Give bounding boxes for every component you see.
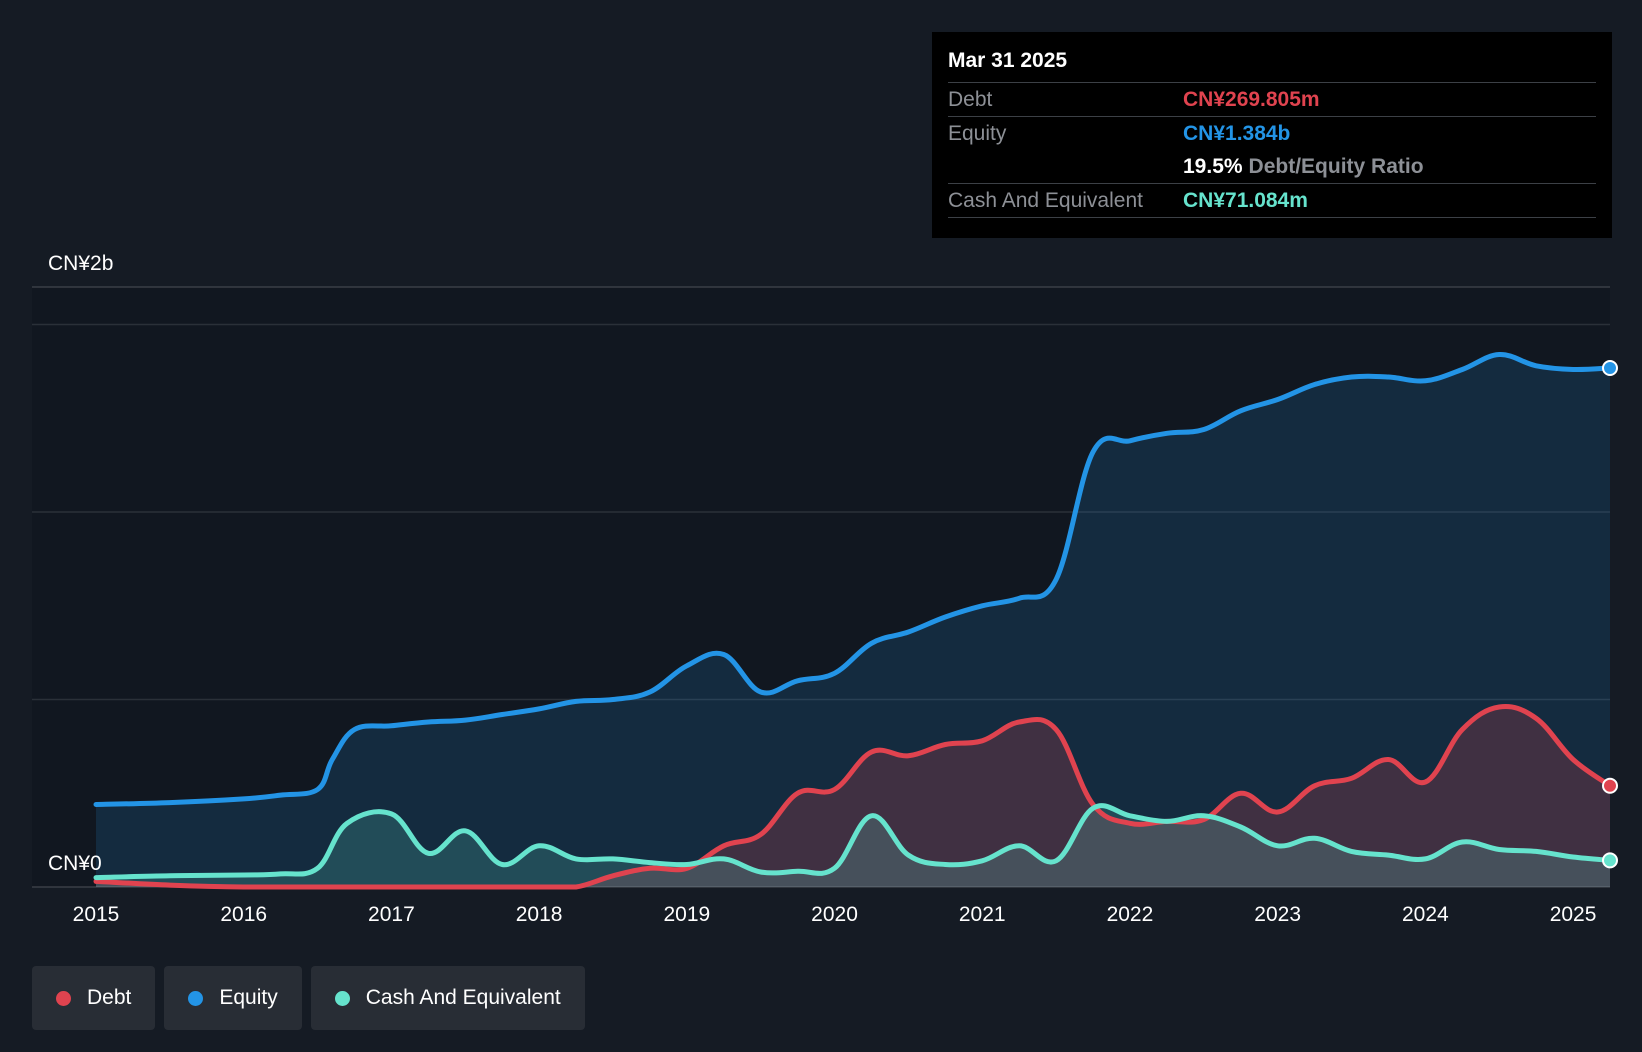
- x-tick-label: 2024: [1402, 903, 1449, 926]
- x-tick-label: 2020: [811, 903, 858, 926]
- debt-area: [96, 706, 1610, 887]
- x-tick-label: 2019: [663, 903, 710, 926]
- tooltip-debt-row: Debt CN¥269.805m: [948, 82, 1596, 116]
- x-axis-ticks: 2015 2016 2017 2018 2019 2020 2021 2022 2023 2024…: [73, 903, 1597, 926]
- tooltip-cash-row: Cash And Equivalent CN¥71.084m: [948, 183, 1596, 218]
- equity-end-marker: [1602, 360, 1618, 376]
- x-tick-label: 2021: [959, 903, 1006, 926]
- x-tick-label: 2022: [1107, 903, 1154, 926]
- equity-area: [96, 354, 1610, 887]
- x-tick-label: 2023: [1254, 903, 1301, 926]
- end-markers: [1602, 360, 1618, 869]
- legend-label-debt: Debt: [87, 986, 132, 1009]
- tooltip-date: Mar 31 2025: [948, 49, 1068, 72]
- chart-legend: Debt Equity Cash And Equivalent: [32, 966, 585, 1030]
- series-lines: [93, 351, 1613, 890]
- tooltip-equity-value: CN¥1.384b: [1183, 121, 1291, 145]
- x-tick-label: 2016: [220, 903, 267, 926]
- x-tick-label: 2017: [368, 903, 415, 926]
- legend-dot-cash: [334, 990, 350, 1006]
- y-axis-top-label: CN¥2b: [48, 252, 113, 275]
- x-tick-label: 2018: [516, 903, 563, 926]
- tooltip-ratio-value: 19.5%: [1183, 154, 1243, 178]
- tooltip-debt-value: CN¥269.805m: [1183, 87, 1320, 111]
- legend-dot-equity: [188, 990, 204, 1006]
- legend-label-equity: Equity: [219, 986, 278, 1009]
- tooltip-debt-label: Debt: [948, 87, 993, 111]
- x-tick-label: 2025: [1550, 903, 1597, 926]
- tooltip-cash-value: CN¥71.084m: [1183, 188, 1308, 212]
- legend-label-cash: Cash And Equivalent: [365, 986, 561, 1009]
- debt-end-marker: [1602, 777, 1618, 794]
- past-period-shade: [32, 287, 1610, 887]
- cash-line: [93, 803, 1613, 881]
- tooltip-cash-label: Cash And Equivalent: [948, 188, 1143, 212]
- grid-lines: [32, 286, 1610, 888]
- legend-item-cash[interactable]: Cash And Equivalent: [310, 966, 585, 1030]
- cash-area: [96, 805, 1610, 887]
- tooltip-equity-label: Equity: [948, 121, 1007, 145]
- tooltip-ratio-row: 19.5% Debt/Equity Ratio: [948, 150, 1596, 183]
- tooltip-panel: Mar 31 2025 Debt CN¥269.805m Equity CN¥1…: [932, 32, 1612, 238]
- series-areas: [96, 354, 1610, 887]
- cash-end-marker: [1602, 852, 1618, 869]
- debt-line: [93, 704, 1613, 890]
- tooltip-ratio-label: Debt/Equity Ratio: [1248, 154, 1424, 178]
- legend-dot-debt: [56, 990, 71, 1006]
- x-tick-label: 2015: [73, 903, 120, 926]
- equity-line: [93, 351, 1613, 807]
- tooltip-equity-row: Equity CN¥1.384b: [948, 116, 1596, 150]
- legend-item-debt[interactable]: Debt: [32, 966, 156, 1030]
- legend-item-equity[interactable]: Equity: [164, 966, 302, 1030]
- y-axis-bottom-label: CN¥0: [48, 852, 102, 875]
